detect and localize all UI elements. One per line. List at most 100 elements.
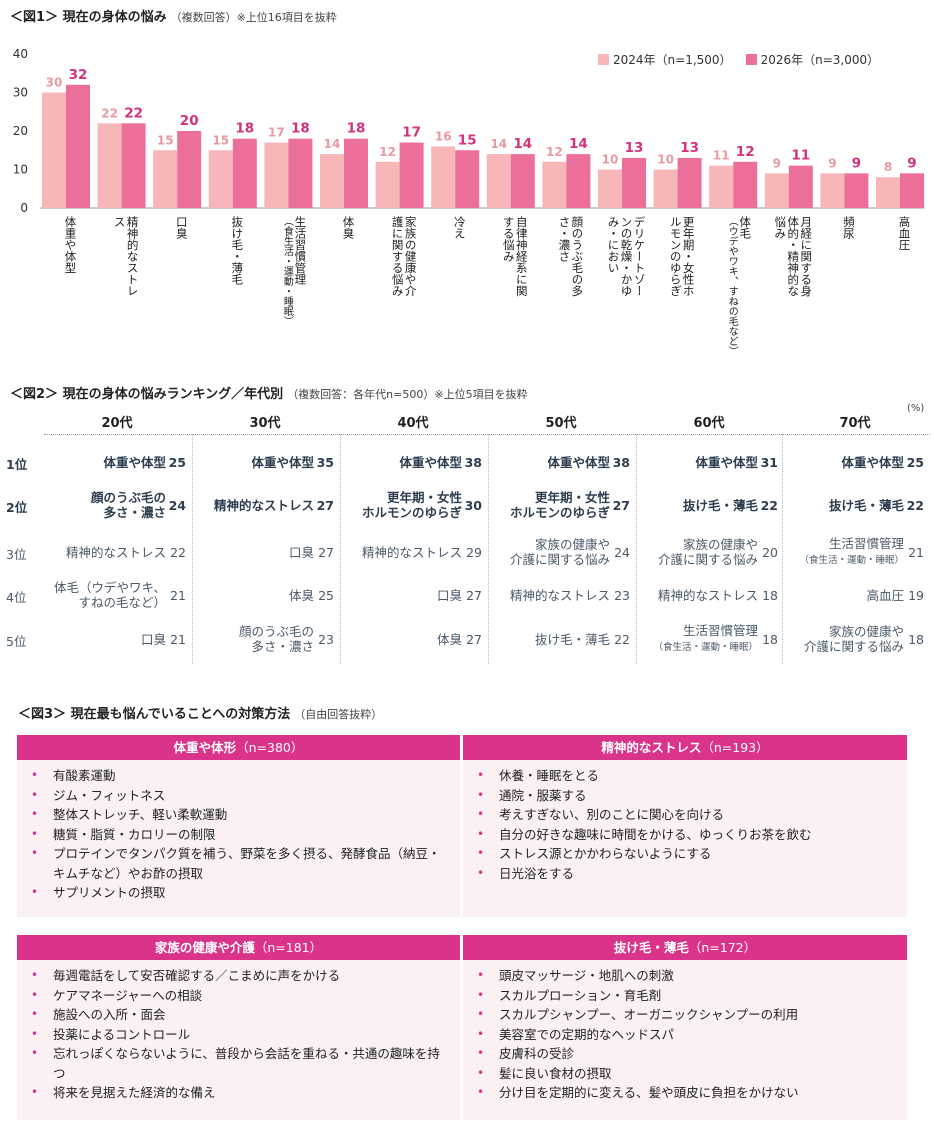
age-column-header: 30代 <box>249 416 281 431</box>
bullet-icon: • <box>31 807 39 821</box>
ranking-item-label: 抜け毛・薄毛 <box>534 631 610 647</box>
bullet-icon: • <box>31 846 39 860</box>
ranking-item-value: 19 <box>908 587 924 603</box>
box-header-count: （n=193） <box>701 740 769 755</box>
data-label-2024: 14 <box>490 137 507 151</box>
countermeasure-item: • ケアマネージャーへの相談 <box>31 986 452 1006</box>
data-label-2024: 14 <box>324 137 341 151</box>
ranking-cell: 生活習慣管理 （食生活・運動・睡眠） 21 <box>786 536 924 567</box>
data-label-2024: 15 <box>157 133 174 147</box>
rank-label: 1位 <box>6 457 28 472</box>
y-tick-label: 10 <box>13 163 28 177</box>
fig2-title-text: ＜図2＞ 現在の身体の悩みランキング／年代別 <box>10 387 284 402</box>
x-category-label: 月経に関する身 体的・精神的な 悩み <box>773 216 814 297</box>
data-label-2024: 10 <box>602 153 619 167</box>
bar-2024 <box>375 161 400 208</box>
ranking-item-value: 31 <box>760 454 778 470</box>
x-category-label: 精神的なストレス <box>112 216 140 297</box>
ranking-item-label: 体重や体型 <box>841 454 904 470</box>
data-label-2024: 16 <box>435 129 452 143</box>
ranking-cell: 体重や体型 38 <box>492 452 630 472</box>
bar-2024 <box>486 154 511 208</box>
countermeasure-item: • 自分の好きな趣味に時間をかける、ゆっくりお茶を飲む <box>477 825 899 845</box>
bullet-icon: • <box>477 865 485 880</box>
ranking-item-value: 22 <box>906 497 924 513</box>
bar-2026 <box>121 123 146 208</box>
x-category-label: 体毛 （ウデやワキ、すねの毛など） <box>726 216 753 356</box>
ranking-cell: 体重や体型 25 <box>48 452 186 472</box>
ranking-item-value: 24 <box>614 544 630 560</box>
legend-item-2026: 2026年（n=3,000） <box>745 51 879 68</box>
bullet-icon: • <box>477 1065 485 1080</box>
ranking-item-value: 38 <box>464 454 482 470</box>
ranking-cell: 精神的なストレス 27 <box>196 488 334 522</box>
data-label-2026: 20 <box>180 113 199 129</box>
countermeasure-list: • 毎週電話をして安否確認する／こまめに声をかける • ケアマネージャーへの相談 • 施設… <box>17 960 460 1103</box>
countermeasure-item: • サプリメントの摂取 <box>31 883 452 903</box>
bar-2026 <box>844 173 869 208</box>
ranking-item-label: 更年期・女性 ホルモンのゆらぎ <box>509 490 610 520</box>
ranking-item-value: 29 <box>466 544 482 560</box>
bullet-icon: • <box>477 846 485 860</box>
rank-label: 5位 <box>6 634 27 649</box>
bar-2026 <box>399 142 424 208</box>
countermeasure-box: 体重や体形（n=380） • 有酸素運動 • ジム・フィットネス • 整体ストレッチ、軽い柔… <box>17 735 460 917</box>
table-column-divider <box>340 434 341 664</box>
bar-2026 <box>177 131 202 208</box>
ranking-item-label: 体重や体型 <box>399 454 462 470</box>
bullet-icon: • <box>31 826 39 841</box>
ranking-cell: 更年期・女性 ホルモンのゆらぎ 27 <box>492 488 630 522</box>
ranking-item-label: 生活習慣管理 （食生活・運動・睡眠） <box>799 536 904 566</box>
ranking-item-label: 顔のうぶ毛の 多さ・濃さ <box>90 490 166 520</box>
bar-2024 <box>542 161 567 208</box>
bar-2026 <box>677 157 702 208</box>
countermeasure-item: • 頭皮マッサージ・地肌への刺激 <box>477 966 899 986</box>
bar-2026 <box>510 154 535 208</box>
x-category-label: 体臭 <box>341 216 356 239</box>
bullet-icon: • <box>477 987 485 1002</box>
box-header: 精神的なストレス（n=193） <box>463 735 907 760</box>
data-label-2026: 17 <box>402 125 421 141</box>
data-label-2024: 12 <box>379 145 396 159</box>
bar-2024 <box>431 146 456 208</box>
rank-label: 3位 <box>6 547 27 562</box>
data-label-2024: 10 <box>657 153 674 167</box>
ranking-item-value: 18 <box>908 631 924 647</box>
x-category-label: 高血圧 <box>897 216 912 251</box>
countermeasure-item: • 投薬によるコントロール <box>31 1025 452 1045</box>
age-column-header: 60代 <box>693 416 725 431</box>
countermeasure-item: • ストレス源とかかわらないようにする <box>477 844 899 864</box>
ranking-item-value: 21 <box>908 544 924 560</box>
bar-2024 <box>598 169 622 208</box>
bar-2024 <box>820 173 845 208</box>
table-header-divider <box>44 434 930 435</box>
data-label-2024: 9 <box>828 156 836 170</box>
rank-label: 2位 <box>6 500 28 515</box>
countermeasure-item: • 考えすぎない、別のことに関心を向ける <box>477 805 899 825</box>
fig2-subtitle: （複数回答：各年代n=500）※上位5項目を抜粋 <box>287 388 528 401</box>
age-column-header: 20代 <box>101 416 133 431</box>
age-column-header: 40代 <box>397 416 429 431</box>
data-label-2026: 12 <box>736 144 755 160</box>
countermeasure-item: • 休養・睡眠をとる <box>477 766 899 786</box>
table-column-divider <box>192 434 193 664</box>
ranking-item-label: 高血圧 <box>866 587 904 603</box>
fig3-title: ＜図3＞ 現在最も悩んでいることへの対策方法 （自由回答抜粋） <box>18 703 382 722</box>
ranking-item-label: 家族の健康や 介護に関する悩み <box>509 537 610 567</box>
bar-2026 <box>455 150 480 208</box>
ranking-cell: 更年期・女性 ホルモンのゆらぎ 30 <box>344 488 482 522</box>
bar-2024 <box>709 165 734 208</box>
ranking-cell: 口臭 21 <box>48 622 186 656</box>
ranking-item-label: 精神的なストレス <box>213 497 314 513</box>
ranking-cell: 精神的なストレス 29 <box>344 537 482 567</box>
x-category-label: 口臭 <box>174 216 189 239</box>
ranking-cell: 抜け毛・薄毛 22 <box>786 488 924 522</box>
bar-2026 <box>900 173 924 208</box>
bullet-icon: • <box>31 768 39 782</box>
ranking-item-value: 27 <box>318 544 334 560</box>
ranking-item-label: 抜け毛・薄毛 <box>828 497 904 513</box>
countermeasure-item: • プロテインでタンパク質を補う、野菜を多く摂る、発酵食品（納豆・キムチなど）やお… <box>31 846 441 881</box>
table-column-divider <box>636 434 637 664</box>
data-label-2024: 8 <box>884 160 892 174</box>
ranking-cell: 体重や体型 25 <box>786 452 924 472</box>
